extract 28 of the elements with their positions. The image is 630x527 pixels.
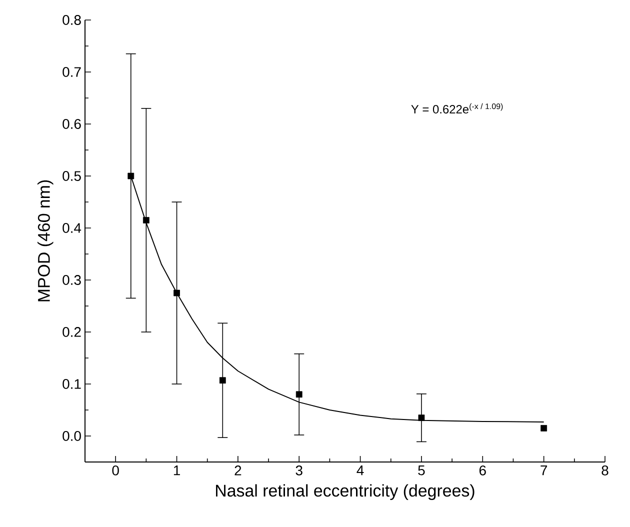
y-tick-label: 0.6 [62, 119, 81, 129]
y-tick-label: 0.5 [62, 171, 81, 181]
y-tick-label: 0.7 [62, 67, 81, 77]
y-tick-label: 0.2 [62, 327, 81, 337]
point [219, 377, 226, 384]
x-tick-label: 4 [356, 466, 364, 476]
point [296, 391, 302, 398]
y-tick-label: 0.8 [62, 15, 81, 25]
point [128, 172, 134, 180]
x-axis-title: Nasal retinal eccentricity (degrees) [216, 484, 474, 500]
x-tick-label: 6 [479, 466, 486, 476]
point [174, 290, 180, 296]
y-tick-label: 0.0 [62, 431, 81, 441]
y-tick-label: 0.1 [62, 379, 81, 389]
x-tick-label: 0 [112, 466, 119, 476]
y-axis-title: MPOD (460 nm) [37, 180, 54, 302]
x-tick-label: 1 [174, 466, 180, 476]
y-tick-label: 0.3 [62, 275, 81, 285]
point [540, 425, 548, 432]
y-tick-label: 0.4 [62, 223, 82, 233]
x-tick-label: 2 [234, 466, 242, 476]
x-tick-label: 8 [602, 466, 608, 476]
x-tick-label: 7 [540, 466, 548, 476]
x-tick-label: 5 [418, 466, 425, 476]
point [418, 414, 425, 421]
point [142, 217, 150, 224]
annotation: Y = 0.622e$^{(-x / 1.09)}$ [411, 103, 503, 114]
x-tick-label: 3 [296, 466, 302, 476]
